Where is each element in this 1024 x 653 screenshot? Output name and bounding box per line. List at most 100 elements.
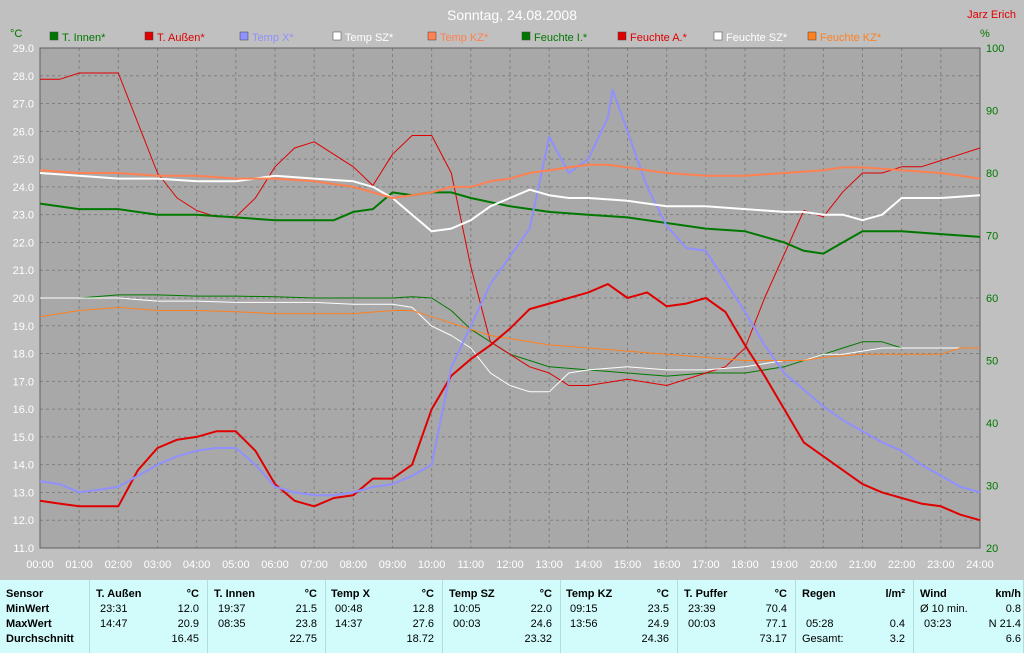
stats-rain-column: Regen l/m² 05:28 0.4 Gesamt: 3.2 (796, 580, 914, 653)
legend-label: T. Außen* (157, 32, 205, 44)
legend-swatch (617, 31, 627, 41)
left-tick-label: 21.0 (13, 265, 34, 277)
stats-min-value: 12.8 (412, 603, 434, 615)
x-tick-label: 01:00 (65, 559, 93, 571)
stats-rain-total-label: Gesamt: (802, 633, 844, 645)
stats-max-time: 00:03 (688, 618, 716, 630)
left-tick-label: 22.0 (13, 237, 34, 249)
stats-min-time: 09:15 (570, 603, 598, 615)
x-tick-label: 12:00 (496, 559, 524, 571)
stats-max-time: 14:47 (100, 618, 128, 630)
stats-max-value: 27.6 (412, 618, 434, 630)
x-tick-label: 15:00 (614, 559, 642, 571)
stats-min-value: 70.4 (765, 603, 787, 615)
weather-chart: 00:00 01:00 02:00 03:00 04:00 05:00 06:00 07:00… (10, 7, 1016, 571)
stats-wind-time: 03:23 (924, 618, 952, 630)
x-tick-label: 24:00 (966, 559, 994, 571)
stats-max-value: 20.9 (177, 618, 199, 630)
stats-column-unit: °C (304, 588, 317, 600)
left-tick-label: 29.0 (13, 43, 34, 55)
left-tick-label: 26.0 (13, 126, 34, 138)
right-tick-label: 20 (986, 543, 998, 555)
stats-row-label: MaxWert (6, 618, 52, 630)
stats-avg-value: 22.75 (289, 633, 317, 645)
watermark: Jarz Erich (967, 9, 1016, 21)
series-line-5 (39, 163, 981, 199)
left-tick-label: 15.0 (13, 432, 34, 444)
x-tick-label: 03:00 (144, 559, 172, 571)
stats-wind-mean: 6.6 (1005, 633, 1021, 645)
stats-wind-unit: km/h (995, 588, 1021, 600)
stats-rain-unit: l/m² (885, 588, 905, 600)
stats-max-value: 24.6 (530, 618, 552, 630)
x-tick-label: 05:00 (222, 559, 250, 571)
x-tick-label: 18:00 (731, 559, 759, 571)
x-tick-label: 17:00 (692, 559, 720, 571)
stats-min-time: 19:37 (218, 603, 246, 615)
x-tick-label: 13:00 (535, 559, 563, 571)
left-tick-label: 17.0 (13, 376, 34, 388)
legend-label: Feuchte I.* (534, 32, 588, 44)
legend-label: Feuchte A.* (630, 32, 688, 44)
stats-sensor-header: Sensor (6, 588, 44, 600)
stats-avg-value: 16.45 (171, 633, 199, 645)
x-tick-label: 16:00 (653, 559, 681, 571)
stats-min-time: 00:48 (335, 603, 363, 615)
series-lines (39, 72, 981, 522)
stats-max-time: 08:35 (218, 618, 246, 630)
stats-max-time: 13:56 (570, 618, 598, 630)
x-tick-label: 14:00 (575, 559, 603, 571)
stats-max-value: 23.8 (295, 618, 317, 630)
x-tick-label: 04:00 (183, 559, 211, 571)
series-line-2 (39, 283, 981, 522)
stats-column-title: T. Außen (96, 588, 142, 600)
legend-swatch (332, 31, 342, 41)
legend-swatch (807, 31, 817, 41)
stats-min-value: 21.5 (295, 603, 317, 615)
stats-column-unit: °C (539, 588, 552, 600)
axes: 00:00 01:00 02:00 03:00 04:00 05:00 06:00 07:00… (13, 43, 1005, 571)
right-tick-label: 40 (986, 418, 998, 430)
series-line-9 (39, 306, 980, 361)
x-tick-label: 00:00 (26, 559, 54, 571)
stats-column-unit: °C (186, 588, 199, 600)
left-tick-label: 11.0 (13, 543, 34, 555)
stats-panel: Sensor MinWert MaxWert Durchschnitt T. Außen… (0, 580, 1024, 653)
series-line-1 (39, 191, 981, 255)
stats-max-value: 77.1 (765, 618, 787, 630)
left-tick-label: 28.0 (13, 71, 34, 83)
legend-label: Temp KZ* (440, 32, 489, 44)
left-tick-label: 12.0 (13, 515, 34, 527)
stats-rain-time: 05:28 (806, 618, 834, 630)
right-axis-unit: % (980, 28, 990, 40)
chart-title: Sonntag, 24.08.2008 (447, 7, 577, 23)
series-line-3 (39, 88, 981, 497)
stats-wind-column: Wind km/h Ø 10 min. 0.8 03:23 N 21.4 6.6 (914, 580, 1024, 653)
stats-column-title: T. Innen (214, 588, 255, 600)
x-tick-label: 19:00 (770, 559, 798, 571)
x-tick-label: 10:00 (418, 559, 446, 571)
stats-wind-title: Wind (920, 588, 947, 600)
stats-row-labels: Sensor MinWert MaxWert Durchschnitt (0, 580, 90, 653)
stats-max-time: 00:03 (453, 618, 481, 630)
stats-avg-value: 23.32 (524, 633, 552, 645)
x-tick-label: 08:00 (340, 559, 368, 571)
stats-column-title: Temp X (331, 588, 370, 600)
left-tick-label: 18.0 (13, 349, 34, 361)
stats-rain-title: Regen (802, 588, 836, 600)
legend-swatch (49, 31, 59, 41)
left-tick-label: 14.0 (13, 460, 34, 472)
stats-avg-value: 24.36 (641, 633, 669, 645)
x-tick-label: 07:00 (300, 559, 328, 571)
stats-column-unit: °C (656, 588, 669, 600)
left-tick-label: 16.0 (13, 404, 34, 416)
stats-max-time: 14:37 (335, 618, 363, 630)
series-line-8 (40, 297, 980, 393)
stats-min-time: 23:39 (688, 603, 716, 615)
stats-avg-value: 73.17 (759, 633, 787, 645)
left-tick-label: 19.0 (13, 321, 34, 333)
stats-min-value: 12.0 (177, 603, 199, 615)
left-tick-label: 13.0 (13, 487, 34, 499)
left-tick-label: 27.0 (13, 99, 34, 111)
left-tick-label: 20.0 (13, 293, 34, 305)
